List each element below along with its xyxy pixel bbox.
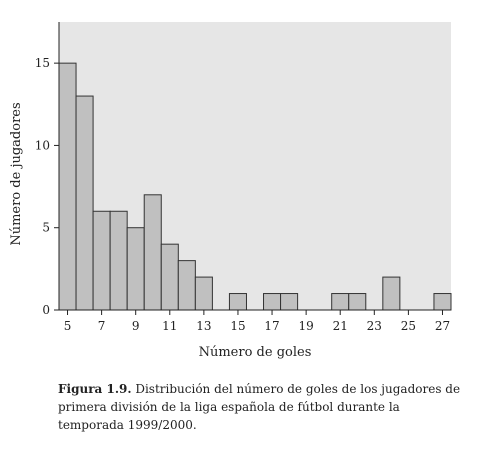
- y-tick-label-0: 0: [42, 303, 50, 317]
- figure-caption: Figura 1.9. Distribución del número de g…: [58, 380, 462, 434]
- bar-18: [280, 293, 299, 311]
- bars-group: [58, 62, 452, 311]
- x-tick-label-17: 17: [264, 319, 279, 333]
- y-tick-label-5: 5: [42, 221, 50, 235]
- bar-11: [160, 243, 179, 311]
- x-tick-label-27: 27: [435, 319, 450, 333]
- x-tick-label-15: 15: [230, 319, 245, 333]
- x-tick-label-13: 13: [196, 319, 211, 333]
- bar-8: [109, 210, 128, 311]
- caption-text: Distribución del número de goles de los …: [58, 382, 461, 432]
- x-tick-label-5: 5: [64, 319, 72, 333]
- caption-label: Figura 1.9.: [58, 382, 132, 396]
- bar-13: [194, 276, 213, 311]
- bar-10: [143, 194, 162, 311]
- bar-15: [228, 293, 247, 311]
- y-tick-label-15: 15: [35, 56, 50, 70]
- y-ticks: 0 5 10 15: [35, 56, 59, 317]
- bar-12: [177, 260, 196, 311]
- x-axis-label: Número de goles: [199, 345, 312, 360]
- bar-24: [382, 276, 401, 311]
- bar-21: [331, 293, 350, 311]
- bar-9: [126, 227, 145, 311]
- x-tick-label-9: 9: [132, 319, 140, 333]
- x-tick-label-11: 11: [162, 319, 177, 333]
- bar-6: [75, 95, 94, 311]
- bar-17: [263, 293, 282, 311]
- bar-27: [433, 293, 452, 311]
- x-tick-label-23: 23: [367, 319, 382, 333]
- y-axis-label: Número de jugadores: [9, 102, 24, 245]
- x-tick-label-21: 21: [333, 319, 348, 333]
- x-tick-label-7: 7: [98, 319, 106, 333]
- x-tick-label-19: 19: [298, 319, 313, 333]
- x-ticks: 5 7 9 11 13 15 17 19 21 23 25 27: [64, 310, 450, 333]
- bar-7: [92, 210, 111, 311]
- y-tick-label-10: 10: [35, 138, 50, 152]
- bar-5: [58, 62, 77, 311]
- x-tick-label-25: 25: [401, 319, 416, 333]
- bar-22: [348, 293, 367, 311]
